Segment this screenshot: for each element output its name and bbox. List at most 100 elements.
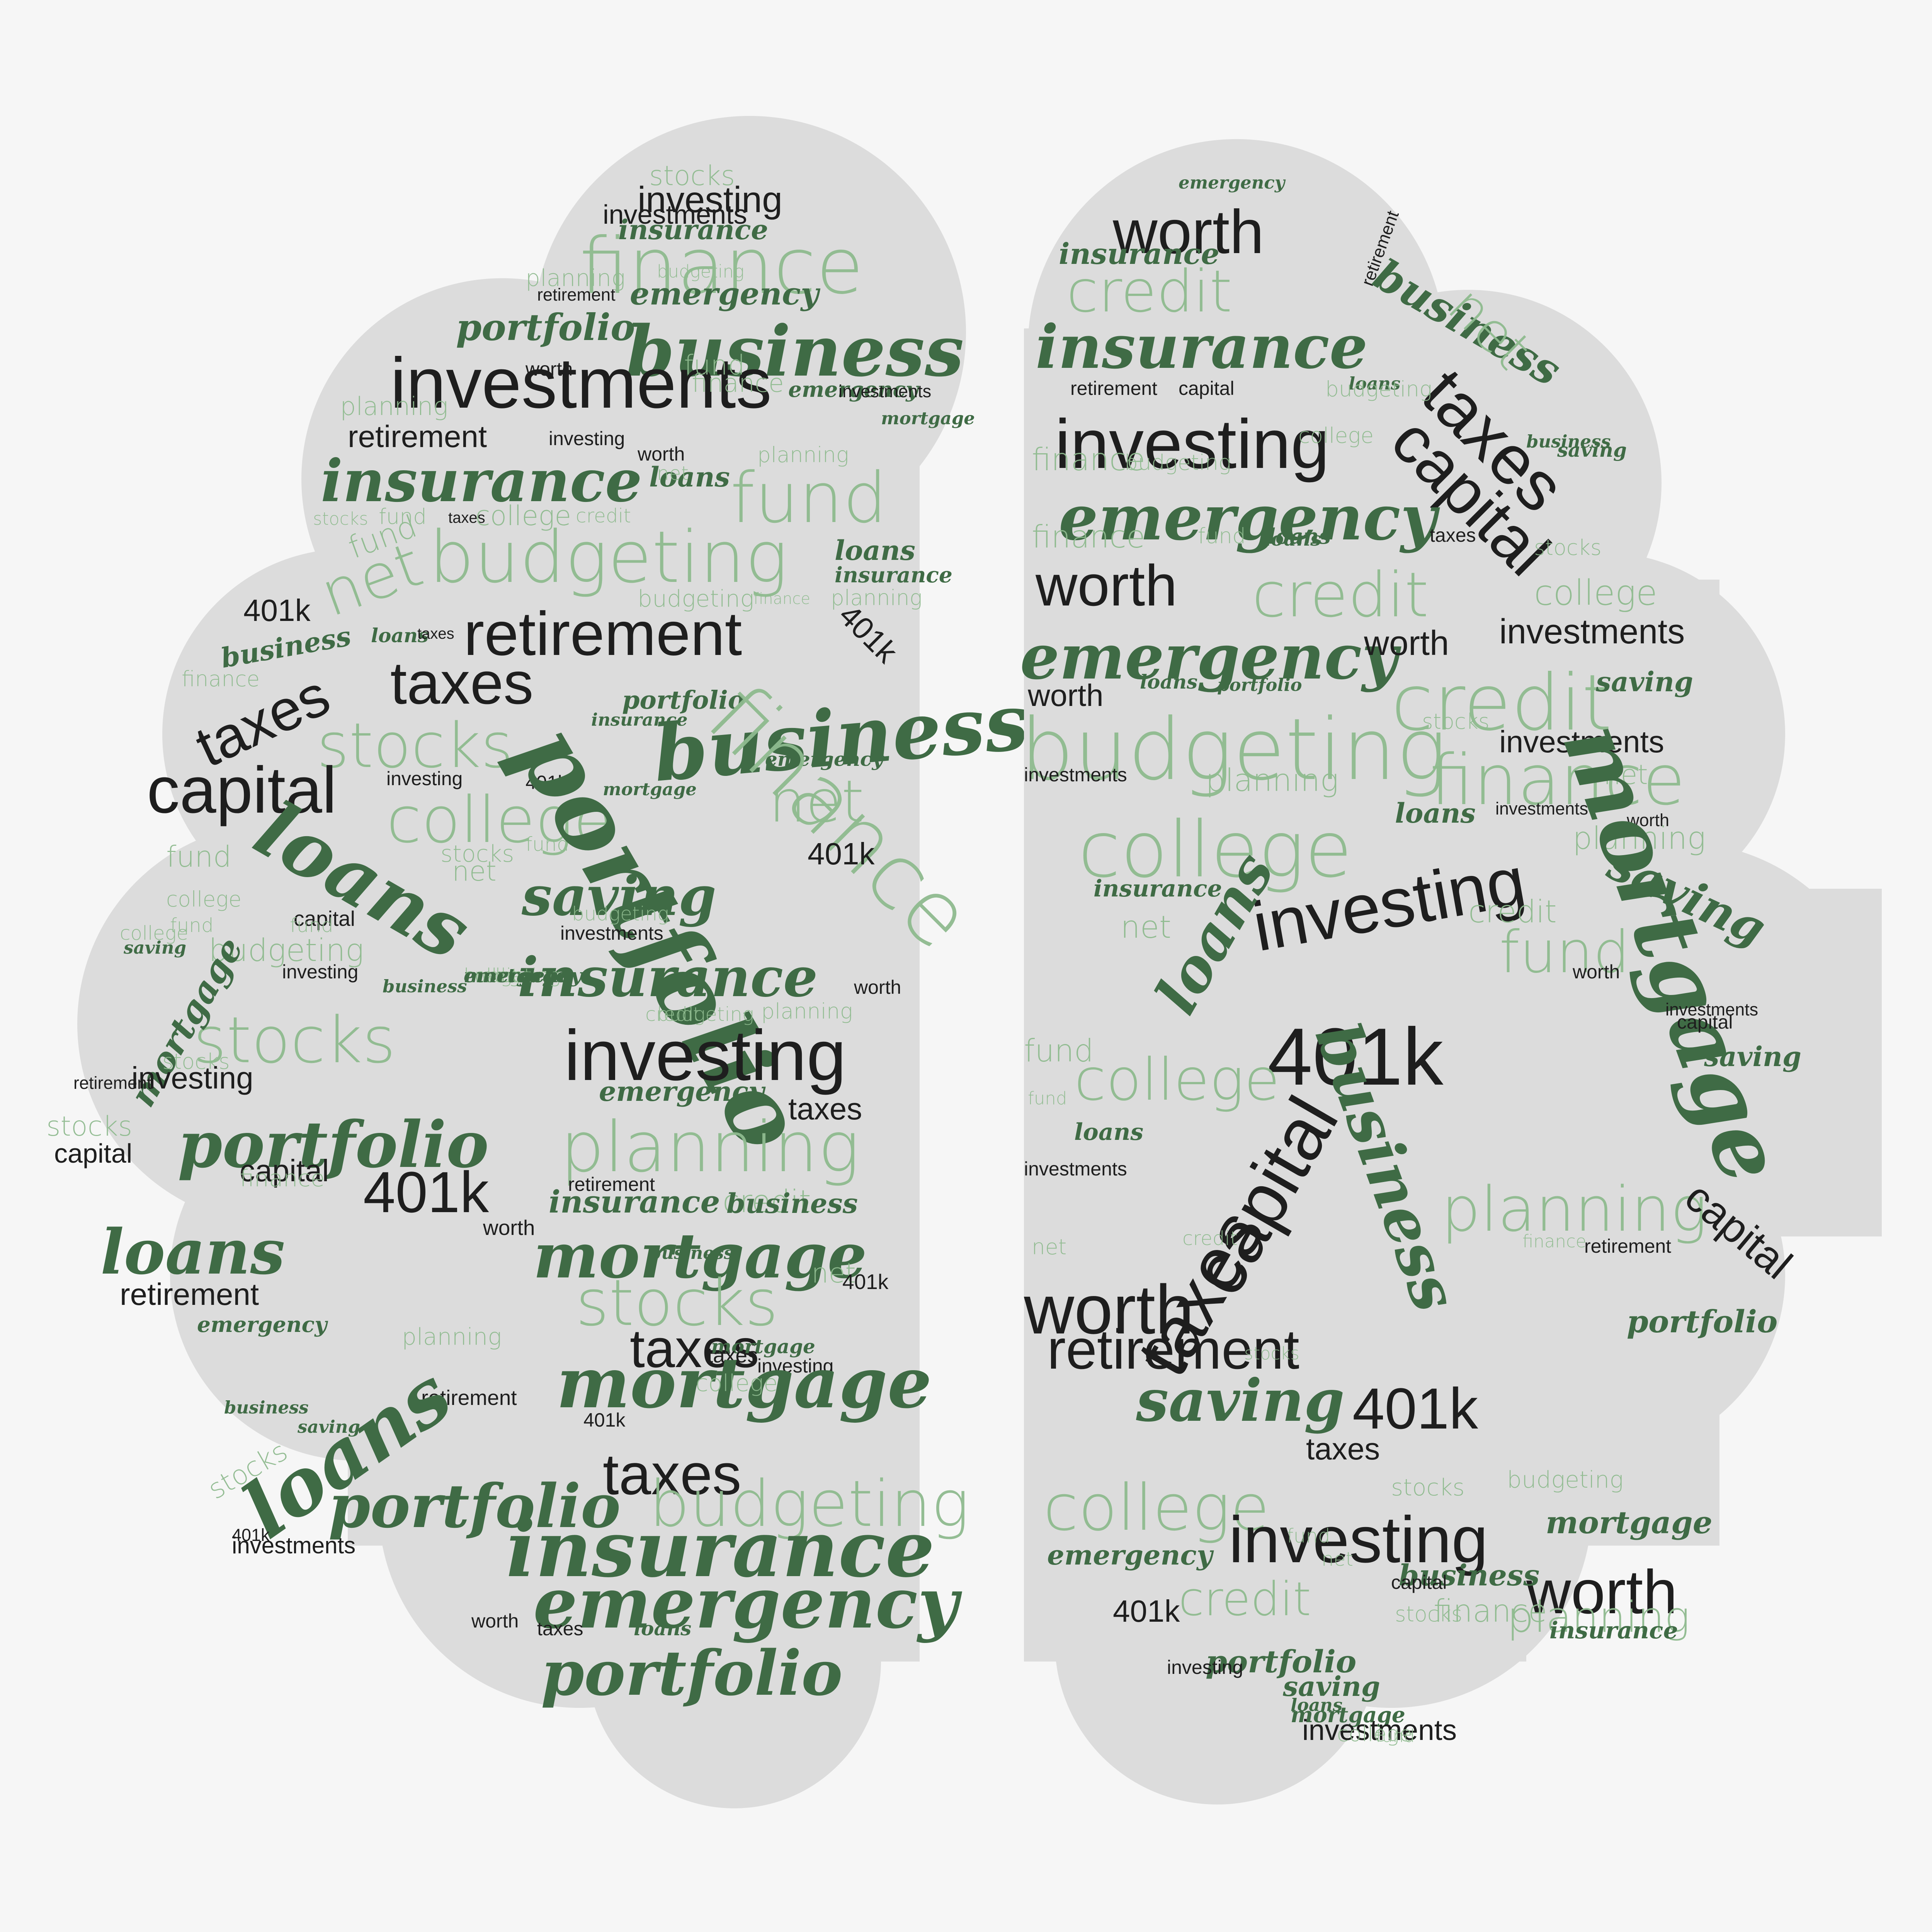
left-cloud-word: fund	[170, 914, 214, 937]
left-cloud-word: college	[386, 783, 613, 857]
left-cloud-word: planning	[831, 585, 922, 610]
right-cloud-word: investments	[1024, 764, 1127, 786]
right-cloud-word: loans	[1349, 373, 1401, 394]
right-cloud-word: investments	[1024, 1158, 1127, 1180]
left-cloud-word: saving	[522, 865, 716, 928]
left-cloud-word: taxes	[630, 1318, 759, 1379]
right-cloud-word: stocks	[1391, 1474, 1465, 1501]
right-cloud-word: investments	[1499, 724, 1664, 759]
right-cloud-word: finance	[1032, 442, 1146, 478]
left-cloud-word: budgeting	[638, 585, 754, 612]
left-cloud-word: net	[811, 1257, 856, 1289]
right-cloud-word: loans	[1074, 1119, 1144, 1146]
right-cloud-word: credit	[1179, 1573, 1311, 1626]
right-cloud-word: saving	[1596, 666, 1693, 698]
left-cloud-word: taxes	[448, 509, 485, 526]
right-cloud-word: fund	[1287, 1525, 1330, 1547]
left-cloud-word: stocks	[440, 840, 514, 867]
left-cloud-word: insurance	[549, 1184, 720, 1220]
left-cloud-word: college	[120, 922, 189, 944]
left-cloud-word: retirement	[120, 1277, 259, 1311]
right-cloud-word: retirement	[1584, 1235, 1672, 1257]
right-cloud-word: portfolio	[1217, 675, 1302, 695]
left-cloud-word: planning	[402, 1323, 502, 1350]
right-cloud-word: business	[1526, 431, 1611, 452]
right-cloud-word: credit	[1252, 559, 1429, 631]
right-cloud-word: worth	[1364, 624, 1449, 663]
left-cloud-word: college	[464, 964, 532, 987]
right-cloud-word: worth	[1627, 810, 1670, 830]
left-cloud-word: investing	[386, 768, 463, 789]
left-cloud-word: mortgage	[881, 408, 975, 429]
right-cloud-word: 401k	[1113, 1594, 1180, 1628]
right-cloud-word: loans	[1267, 524, 1331, 549]
left-cloud-word: business	[224, 1397, 309, 1418]
left-cloud-word: loans	[100, 1216, 285, 1288]
right-cloud-word: budgeting	[1325, 377, 1432, 401]
right-cloud-word: net	[1032, 1235, 1067, 1259]
right-cloud-word: loans	[1291, 1695, 1343, 1715]
right-cloud-word: planning	[1206, 762, 1339, 798]
right-cloud-word: fund	[1024, 1033, 1094, 1069]
right-cloud-word: credit	[1468, 894, 1557, 930]
left-cloud-word: finance	[692, 369, 784, 398]
right-cloud-word: worth	[1036, 553, 1177, 618]
right-cloud-word: capital	[1391, 1571, 1447, 1593]
left-cloud-word: 401k	[243, 593, 311, 628]
left-cloud-word: investments	[603, 199, 747, 230]
right-cloud-word: saving	[1557, 439, 1627, 461]
right-cloud-word: planning	[1441, 1173, 1708, 1245]
right-cloud-word: portfolio	[1627, 1303, 1778, 1340]
right-cloud-word: capital	[1677, 1011, 1733, 1033]
left-cloud-word: budgeting	[572, 903, 669, 925]
right-cloud-word: insurance	[1094, 875, 1222, 902]
right-cloud-word: investing	[1229, 1503, 1488, 1577]
left-cloud-word: insurance	[518, 946, 818, 1009]
right-cloud-word: finance	[1032, 519, 1146, 555]
left-cloud-word: credit	[723, 1184, 811, 1219]
left-cloud-word: saving	[124, 937, 186, 958]
right-cloud-word: net	[1321, 1548, 1354, 1570]
right-cloud-word: finance	[1434, 1593, 1548, 1629]
right-cloud-word: investments	[1302, 1714, 1457, 1746]
left-cloud-word: finance	[580, 221, 864, 311]
left-cloud-word: emergency	[630, 276, 819, 312]
right-cloud-word: saving	[1136, 1367, 1345, 1435]
right-cloud-word: investing	[1167, 1656, 1243, 1678]
right-cloud-word: retirement	[1070, 378, 1158, 399]
left-cloud-word: net	[452, 855, 497, 887]
right-cloud-word: college	[1078, 805, 1352, 895]
right-cloud-word: investments	[1499, 612, 1685, 651]
left-cloud-word: budgeting	[649, 1467, 969, 1541]
left-cloud-word: business	[626, 311, 964, 392]
left-cloud-word: stocks	[317, 709, 513, 782]
left-cloud-word: capital	[147, 753, 337, 827]
right-cloud-word: business	[1399, 1558, 1540, 1592]
right-cloud-word: worth	[1526, 1557, 1678, 1626]
right-cloud-word: worth	[1573, 961, 1620, 983]
right-cloud-word: credit	[464, 964, 519, 987]
left-cloud-word: loans	[649, 461, 730, 493]
right-cloud-word: fund	[1499, 919, 1630, 986]
left-cloud-word: investments	[838, 381, 932, 401]
left-cloud-word: fund	[379, 504, 427, 529]
right-cloud-word: retirement	[1047, 1318, 1299, 1381]
left-cloud-word: investments	[232, 1532, 356, 1558]
right-cloud-word: college	[1043, 1471, 1270, 1545]
right-cloud-word: taxes	[1430, 524, 1476, 546]
right-cloud-word: fund	[1376, 1726, 1415, 1746]
left-cloud-word: loans	[371, 624, 429, 647]
left-cloud-word: 401k	[363, 1160, 489, 1225]
left-cloud-word: business	[726, 1187, 858, 1219]
left-cloud-word: fund	[290, 914, 333, 937]
left-cloud-word: budgeting	[657, 1003, 754, 1026]
right-cloud-word: net	[1604, 759, 1648, 791]
left-cloud-word: mortgage	[556, 1342, 932, 1424]
right-cloud-word: college	[1298, 423, 1374, 448]
left-cloud-word: mortgage	[711, 1335, 815, 1358]
left-cloud-word: retirement	[73, 1073, 152, 1093]
right-cloud-word: investments	[1665, 1000, 1759, 1019]
left-cloud-word: loans	[634, 1617, 692, 1640]
